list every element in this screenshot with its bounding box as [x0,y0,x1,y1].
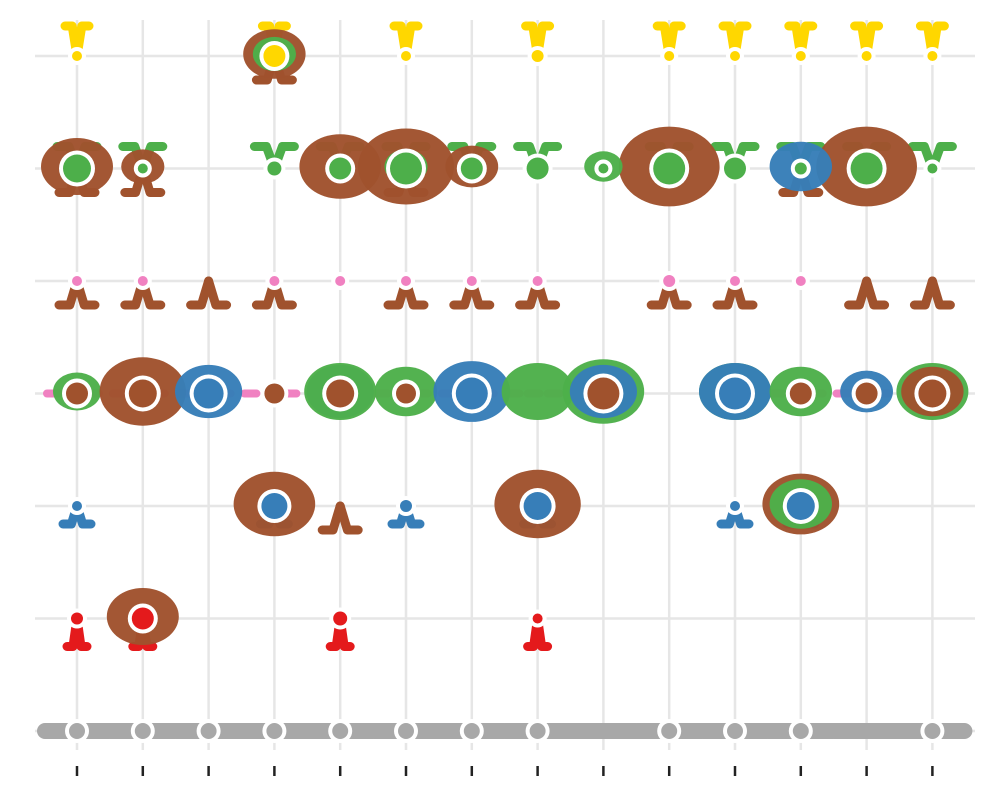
node-pink [137,276,148,286]
node-grey [200,723,217,739]
node-blue [193,378,224,409]
mark-brown-right [927,276,955,310]
mark-brown-left [317,501,345,535]
node-green [329,157,352,180]
node-green [526,157,549,180]
node-grey [924,723,941,739]
node-pink [401,276,411,286]
node-grey [266,723,283,739]
mark-brown-left [909,276,937,310]
node-brown [918,379,947,408]
node-gold [72,51,82,61]
node-grey [463,723,480,739]
node-blue [261,493,288,519]
node-green [927,163,938,174]
mark-gold-right [796,21,818,61]
mark-red-right [533,614,553,651]
node-brown [587,377,620,410]
node-green [390,152,422,185]
node-brown [264,383,285,404]
node-blue [719,377,751,410]
node-red [71,612,83,625]
node-grey [792,723,809,739]
node-green [267,161,282,176]
node-red [333,611,348,626]
node-blue [730,501,740,511]
mark-brown-right [335,501,363,535]
node-gold [927,51,938,61]
node-red [532,613,543,624]
node-grey [529,723,546,739]
mark-brown-right [862,276,890,310]
node-blue [523,492,552,520]
node-pink [269,276,280,286]
blob-green [501,363,574,420]
mark-gold-right [730,21,752,61]
node-gold [664,51,675,61]
mark-gold-right [927,21,949,61]
node-pink [72,276,82,286]
mark-gold-right [862,21,884,61]
mark-gold-right [401,21,423,61]
node-brown [855,382,878,405]
node-gold [263,45,286,67]
node-grey [661,723,678,739]
node-green [724,157,746,180]
node-pink [532,276,543,286]
node-green [137,163,148,174]
node-red [131,607,154,630]
node-pink [730,276,740,286]
mark-gold-right [664,21,686,61]
node-green [794,162,807,175]
node-pink [466,276,477,286]
node-grey [69,723,85,739]
node-gold [861,51,872,61]
mark-brown-right [204,276,232,310]
node-green [460,157,483,180]
node-brown [396,383,416,404]
mark-brown-left [844,276,872,310]
node-green [850,152,883,185]
node-gold [531,50,544,62]
node-brown [326,379,355,408]
node-grey [134,723,151,739]
node-brown [789,382,812,405]
node-pink [795,276,806,286]
node-pink [663,275,676,287]
node-green [653,152,686,185]
node-blue [786,492,815,520]
node-pink [335,276,346,286]
node-green [598,163,609,174]
node-gold [401,51,411,61]
node-gold [795,51,806,61]
node-brown [128,379,157,408]
node-grey [332,723,349,739]
mark-gold-right [533,21,555,61]
node-blue [400,500,412,512]
node-green [63,154,91,183]
node-blue [72,501,82,511]
node-grey [398,723,414,739]
mark-brown-left [186,276,214,310]
mark-gold-right [72,21,94,61]
node-brown [66,382,88,405]
node-blue [455,377,488,410]
node-grey [727,723,743,739]
node-gold [730,51,740,61]
